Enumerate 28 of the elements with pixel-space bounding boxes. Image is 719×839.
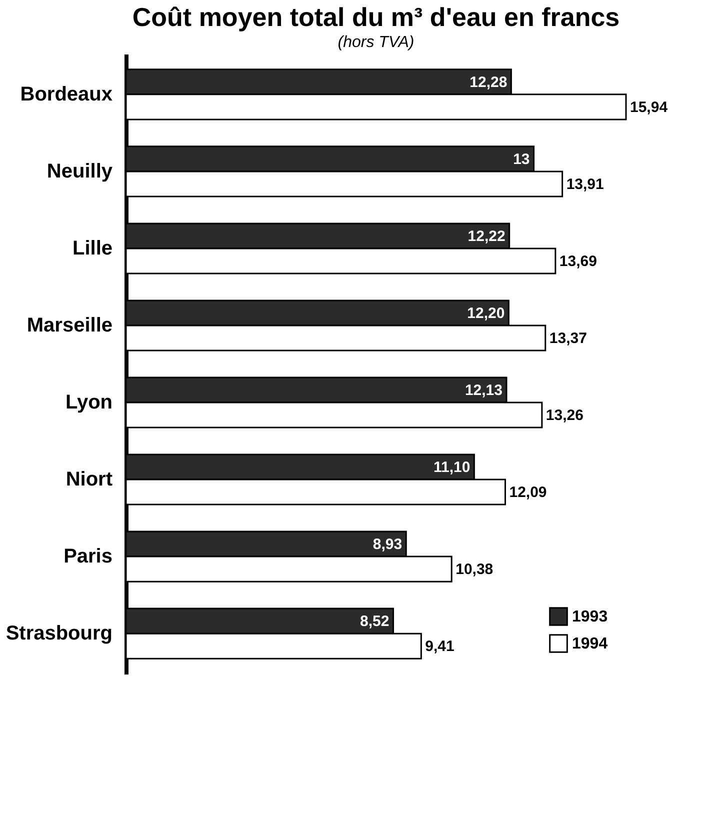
- y-tick-label: Paris: [64, 546, 112, 568]
- legend-label: 1993: [572, 608, 608, 626]
- data-label: 8,93: [372, 536, 402, 554]
- y-tick-label: Neuilly: [46, 160, 114, 182]
- data-label: 13,69: [559, 252, 597, 270]
- data-label: 12,13: [464, 382, 502, 399]
- data-label: 12,28: [470, 74, 508, 91]
- data-label: 10,38: [456, 561, 494, 578]
- data-label: 12,09: [509, 484, 547, 502]
- y-tick-label: Marseille: [26, 314, 112, 336]
- data-label: 8,52: [360, 613, 390, 630]
- y-tick-label: Bordeaux: [20, 83, 112, 106]
- data-label: 9,41: [425, 638, 454, 656]
- data-label: 13: [513, 150, 530, 168]
- data-label: 15,94: [630, 98, 668, 116]
- y-tick-label: Lyon: [65, 392, 112, 414]
- chart-subtitle: (hors TVA): [338, 34, 414, 51]
- data-label: 13,26: [546, 407, 584, 424]
- data-label: 12,20: [467, 304, 505, 322]
- data-label: 11,10: [433, 459, 470, 476]
- y-tick-label: Lille: [72, 237, 112, 260]
- legend-label: 1994: [572, 636, 608, 652]
- data-label: 13,37: [549, 330, 587, 348]
- data-label: 12,22: [468, 228, 506, 245]
- y-tick-label: Niort: [66, 468, 113, 491]
- chart-title: Coût moyen total du m³ d'eau en francs: [132, 2, 620, 32]
- y-tick-label: Strasbourg: [6, 622, 112, 645]
- data-label: 13,91: [566, 176, 604, 193]
